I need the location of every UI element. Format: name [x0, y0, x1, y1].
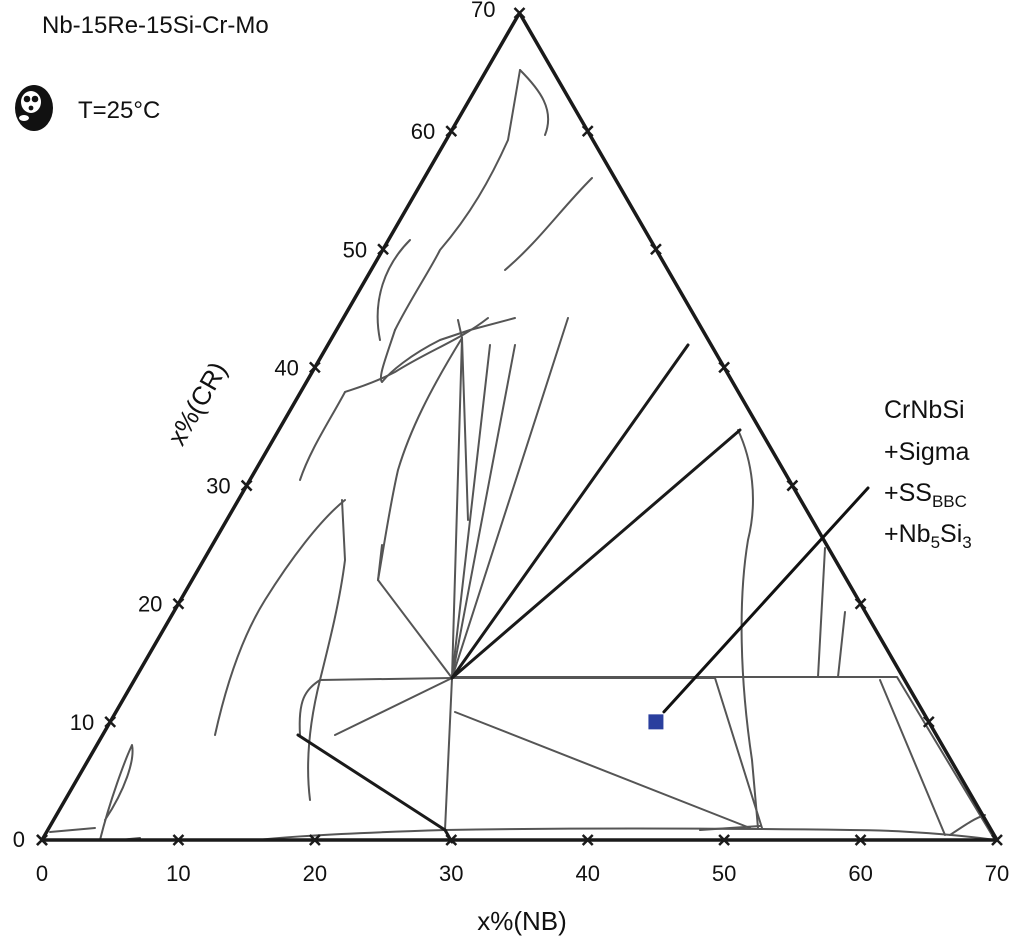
y-tick-mark — [104, 715, 117, 728]
x-axis: 0 10 20 30 40 50 60 70 — [36, 834, 1009, 886]
temperature-label: T=25°C — [78, 97, 160, 124]
composition-marker — [648, 714, 664, 730]
y-tick-label: 60 — [411, 119, 435, 144]
x-tick-label: 20 — [303, 861, 327, 886]
y-tick-label: 10 — [70, 710, 94, 735]
y-tick-mark — [172, 597, 185, 610]
phase-label-line-1: CrNbSi — [884, 396, 965, 424]
x-tick-mark — [172, 834, 185, 846]
x-tick-label: 70 — [985, 861, 1009, 886]
x-tick-mark — [308, 834, 321, 846]
x-tick-label: 60 — [848, 861, 872, 886]
y-tick-label: 30 — [206, 474, 230, 499]
phase-label: CrNbSi +Sigma +SSBBC +Nb5Si3 — [884, 396, 972, 552]
x-tick-label: 30 — [439, 861, 463, 886]
right-edge-tick-mark — [854, 597, 867, 610]
y-tick-mark — [513, 7, 526, 19]
x-axis-label: x%(NB) — [477, 906, 567, 936]
x-tick-mark — [854, 834, 867, 846]
x-tick-label: 50 — [712, 861, 736, 886]
phase-label-line-4: +Nb5Si3 — [884, 520, 972, 552]
phase-label-line-2: +Sigma — [884, 438, 970, 466]
y-tick-mark — [36, 834, 48, 846]
right-edge-tick-mark — [786, 479, 799, 492]
x-tick-mark — [581, 834, 594, 846]
y-tick-label: 70 — [471, 0, 495, 22]
chart-title: Nb-15Re-15Si-Cr-Mo — [42, 12, 269, 39]
x-tick-mark — [445, 834, 458, 846]
composition-marker-group — [648, 486, 870, 730]
y-tick-label: 20 — [138, 592, 162, 617]
y-tick-mark — [240, 479, 253, 492]
y-tick-label: 50 — [343, 237, 367, 262]
right-edge-tick-mark — [922, 715, 935, 728]
x-tick-label: 40 — [575, 861, 599, 886]
x-tick-mark — [991, 834, 1003, 846]
y-tick-mark — [445, 125, 458, 138]
y-axis-label: x%(CR) — [161, 357, 232, 451]
temperature-icon — [15, 85, 53, 131]
phase-boundary-lines — [49, 69, 996, 841]
right-edge-tick-mark — [718, 361, 731, 374]
y-tick-mark — [308, 361, 321, 374]
x-tick-label: 0 — [36, 861, 48, 886]
triangle-outline — [40, 11, 999, 842]
y-tick-label: 40 — [274, 355, 298, 380]
x-tick-label: 10 — [166, 861, 190, 886]
y-axis: 0 10 20 30 40 50 60 70 — [13, 0, 526, 852]
right-edge-ticks — [581, 125, 935, 728]
y-tick-label: 0 — [13, 827, 25, 852]
right-edge-tick-mark — [650, 243, 662, 256]
triangle-boundary — [40, 11, 999, 842]
dark-phase-lines — [296, 343, 742, 844]
y-tick-mark — [377, 243, 389, 256]
marker-leader-line — [662, 486, 870, 714]
phase-label-line-3: +SSBBC — [884, 479, 967, 511]
x-tick-mark — [718, 834, 731, 846]
right-edge-tick-mark — [581, 125, 594, 138]
